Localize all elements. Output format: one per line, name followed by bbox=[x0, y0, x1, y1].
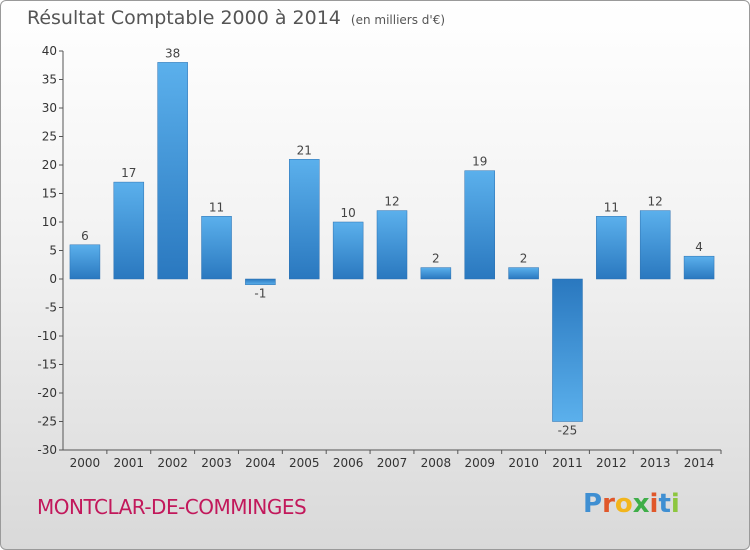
value-label-2004: -1 bbox=[254, 287, 266, 301]
bar-2004 bbox=[245, 278, 276, 285]
y-tick-label: -25 bbox=[37, 415, 57, 429]
logo-letter: i bbox=[649, 489, 659, 519]
logo-letter: P bbox=[583, 489, 603, 519]
bars bbox=[69, 62, 715, 422]
y-tick-label: -10 bbox=[37, 329, 57, 343]
x-tick-label: 2000 bbox=[70, 456, 101, 470]
logo-letter: o bbox=[614, 489, 633, 519]
value-label-2010: 2 bbox=[520, 252, 528, 266]
x-tick-label: 2005 bbox=[289, 456, 320, 470]
value-label-2001: 17 bbox=[121, 166, 136, 180]
y-tick-label: 35 bbox=[42, 73, 57, 87]
value-label-2014: 4 bbox=[695, 240, 703, 254]
bar-2008 bbox=[420, 267, 452, 280]
value-label-2005: 21 bbox=[297, 143, 312, 157]
y-tick-label: 10 bbox=[42, 215, 57, 229]
y-tick-label: 40 bbox=[42, 44, 57, 58]
x-tick-label: 2012 bbox=[596, 456, 627, 470]
proxiti-logo: Proxiti bbox=[583, 489, 680, 519]
x-tick-label: 2004 bbox=[245, 456, 276, 470]
value-label-2008: 2 bbox=[432, 252, 440, 266]
y-tick-label: 15 bbox=[42, 187, 57, 201]
chart-title: Résultat Comptable 2000 à 2014 (en millie… bbox=[27, 7, 445, 29]
x-tick-label: 2001 bbox=[114, 456, 145, 470]
x-tick-label: 2002 bbox=[157, 456, 188, 470]
value-label-2002: 38 bbox=[165, 46, 180, 60]
x-tick-label: 2011 bbox=[552, 456, 583, 470]
x-tick-label: 2003 bbox=[201, 456, 232, 470]
value-label-2007: 12 bbox=[384, 195, 399, 209]
bar-2014 bbox=[683, 255, 715, 280]
x-tick-label: 2010 bbox=[508, 456, 539, 470]
y-tick-label: 30 bbox=[42, 101, 57, 115]
bar-2003 bbox=[201, 216, 232, 280]
bar-2007 bbox=[376, 210, 408, 280]
bar-2002 bbox=[157, 62, 188, 280]
y-tick-label: -20 bbox=[37, 386, 57, 400]
axes: 40 35 30 25 20 15 10 5 0 -5 -10 -15 -20 -25 -30 2000 200… bbox=[37, 44, 722, 470]
x-tick-label: 2006 bbox=[333, 456, 364, 470]
data-labels: 6 17 38 11 -1 21 10 12 2 19 2 -25 11 12 4 bbox=[81, 46, 703, 437]
value-label-2006: 10 bbox=[340, 206, 355, 220]
value-label-2009: 19 bbox=[472, 155, 487, 169]
value-label-2000: 6 bbox=[81, 229, 89, 243]
y-tick-label: -5 bbox=[45, 301, 57, 315]
value-label-2013: 12 bbox=[648, 195, 663, 209]
logo-letter: r bbox=[602, 489, 615, 519]
value-label-2011: -25 bbox=[558, 424, 578, 438]
bar-2005 bbox=[289, 159, 320, 280]
bar-2013 bbox=[639, 210, 671, 280]
bar-2010 bbox=[508, 267, 539, 280]
y-tick-label: 20 bbox=[42, 158, 57, 172]
logo-letter: x bbox=[632, 489, 650, 519]
value-label-2003: 11 bbox=[209, 200, 224, 214]
bar-2006 bbox=[332, 221, 364, 280]
x-tick-label: 2013 bbox=[640, 456, 671, 470]
x-tick-label: 2009 bbox=[464, 456, 495, 470]
y-tick-label: 5 bbox=[49, 244, 57, 258]
x-tick-label: 2008 bbox=[421, 456, 452, 470]
y-tick-label: -15 bbox=[37, 358, 57, 372]
logo-letter: t bbox=[658, 489, 671, 519]
x-tick-label: 2014 bbox=[684, 456, 715, 470]
town-name: MONTCLAR-DE-COMMINGES bbox=[37, 495, 307, 519]
x-tick-label: 2007 bbox=[377, 456, 408, 470]
bar-2000 bbox=[69, 244, 101, 280]
bar-2001 bbox=[113, 181, 145, 280]
y-tick-label: 25 bbox=[42, 130, 57, 144]
value-label-2012: 11 bbox=[604, 200, 619, 214]
bar-2012 bbox=[596, 216, 627, 280]
bar-2009 bbox=[464, 170, 495, 280]
y-tick-label: -30 bbox=[37, 443, 57, 457]
bar-2011 bbox=[552, 278, 583, 422]
logo-letter: i bbox=[670, 489, 680, 519]
chart-title-text: Résultat Comptable 2000 à 2014 bbox=[27, 7, 341, 29]
chart-subtitle: (en milliers d'€) bbox=[350, 13, 446, 27]
y-tick-label: 0 bbox=[49, 272, 57, 286]
